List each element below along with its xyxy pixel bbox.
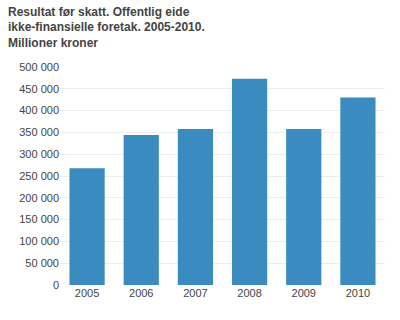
svg-text:Resultat før skatt. Offentlig: Resultat før skatt. Offentlig eideikke-f… [8, 5, 205, 50]
svg-text:50 000: 50 000 [25, 257, 59, 269]
svg-text:400 000: 400 000 [19, 104, 59, 116]
svg-text:500 000: 500 000 [19, 61, 59, 73]
svg-text:300 000: 300 000 [19, 148, 59, 160]
svg-text:250 000: 250 000 [19, 170, 59, 182]
svg-text:0: 0 [53, 279, 59, 291]
svg-text:2010: 2010 [346, 287, 370, 299]
svg-text:350 000: 350 000 [19, 126, 59, 138]
svg-text:2006: 2006 [129, 287, 153, 299]
svg-text:200 000: 200 000 [19, 192, 59, 204]
svg-text:2009: 2009 [292, 287, 316, 299]
svg-text:100 000: 100 000 [19, 235, 59, 247]
svg-text:450 000: 450 000 [19, 83, 59, 95]
svg-text:150 000: 150 000 [19, 213, 59, 225]
svg-text:2005: 2005 [75, 287, 99, 299]
svg-text:2008: 2008 [237, 287, 261, 299]
svg-text:2007: 2007 [183, 287, 207, 299]
